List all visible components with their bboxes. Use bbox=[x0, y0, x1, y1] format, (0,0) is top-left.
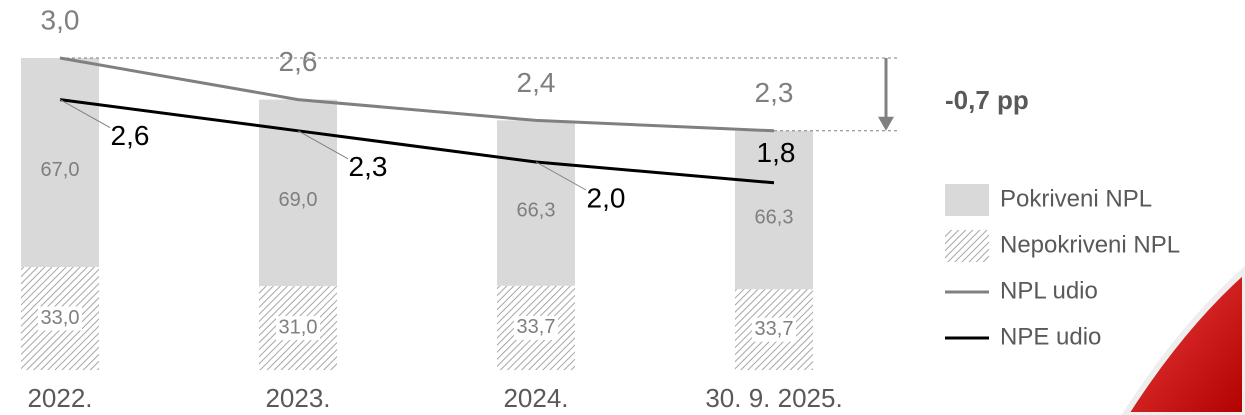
legend-label: NPE udio bbox=[1000, 323, 1101, 350]
value-label: 66,3 bbox=[755, 206, 794, 228]
value-label: 33,7 bbox=[755, 318, 794, 340]
legend-swatch bbox=[945, 184, 989, 216]
value-label: 2,4 bbox=[517, 67, 556, 98]
value-label: 3,0 bbox=[41, 4, 80, 35]
line bbox=[59, 98, 775, 185]
label-bg bbox=[38, 306, 82, 331]
leader-line bbox=[297, 130, 349, 160]
label-bg bbox=[752, 317, 796, 342]
value-label: 2,6 bbox=[279, 46, 318, 77]
value-label: 67,0 bbox=[41, 159, 80, 181]
value-label: 1,8 bbox=[757, 137, 796, 168]
x-tick-label: 30. 9. 2025. bbox=[705, 383, 842, 413]
x-tick-label: 2024. bbox=[503, 383, 568, 413]
bar-segment bbox=[735, 130, 813, 290]
annotation: -0,7 pp bbox=[945, 85, 1029, 115]
bar-segment bbox=[21, 58, 99, 268]
bar-segment bbox=[497, 120, 575, 286]
legend-label: NPL udio bbox=[1000, 277, 1098, 304]
value-label: 69,0 bbox=[279, 189, 318, 211]
legend-label: Nepokriveni NPL bbox=[1000, 231, 1180, 258]
value-label: 2,3 bbox=[349, 151, 388, 182]
value-label: 66,3 bbox=[517, 199, 556, 221]
arrow-head bbox=[878, 116, 894, 131]
leader-line bbox=[59, 99, 111, 129]
x-tick-label: 2023. bbox=[265, 383, 330, 413]
label-bg bbox=[276, 316, 320, 341]
value-label: 2,3 bbox=[755, 77, 794, 108]
leader-line bbox=[535, 161, 587, 191]
value-label: 33,7 bbox=[517, 316, 556, 338]
decoration bbox=[1121, 265, 1245, 415]
line bbox=[59, 56, 775, 133]
value-label: 2,6 bbox=[111, 120, 150, 151]
value-label: 33,0 bbox=[41, 307, 80, 329]
label-bg bbox=[514, 315, 558, 340]
legend-label: Pokriveni NPL bbox=[1000, 185, 1152, 212]
value-label: 31,0 bbox=[279, 316, 318, 338]
value-label: 2,0 bbox=[587, 182, 626, 213]
legend-swatch bbox=[945, 230, 989, 262]
x-tick-label: 2022. bbox=[27, 383, 92, 413]
